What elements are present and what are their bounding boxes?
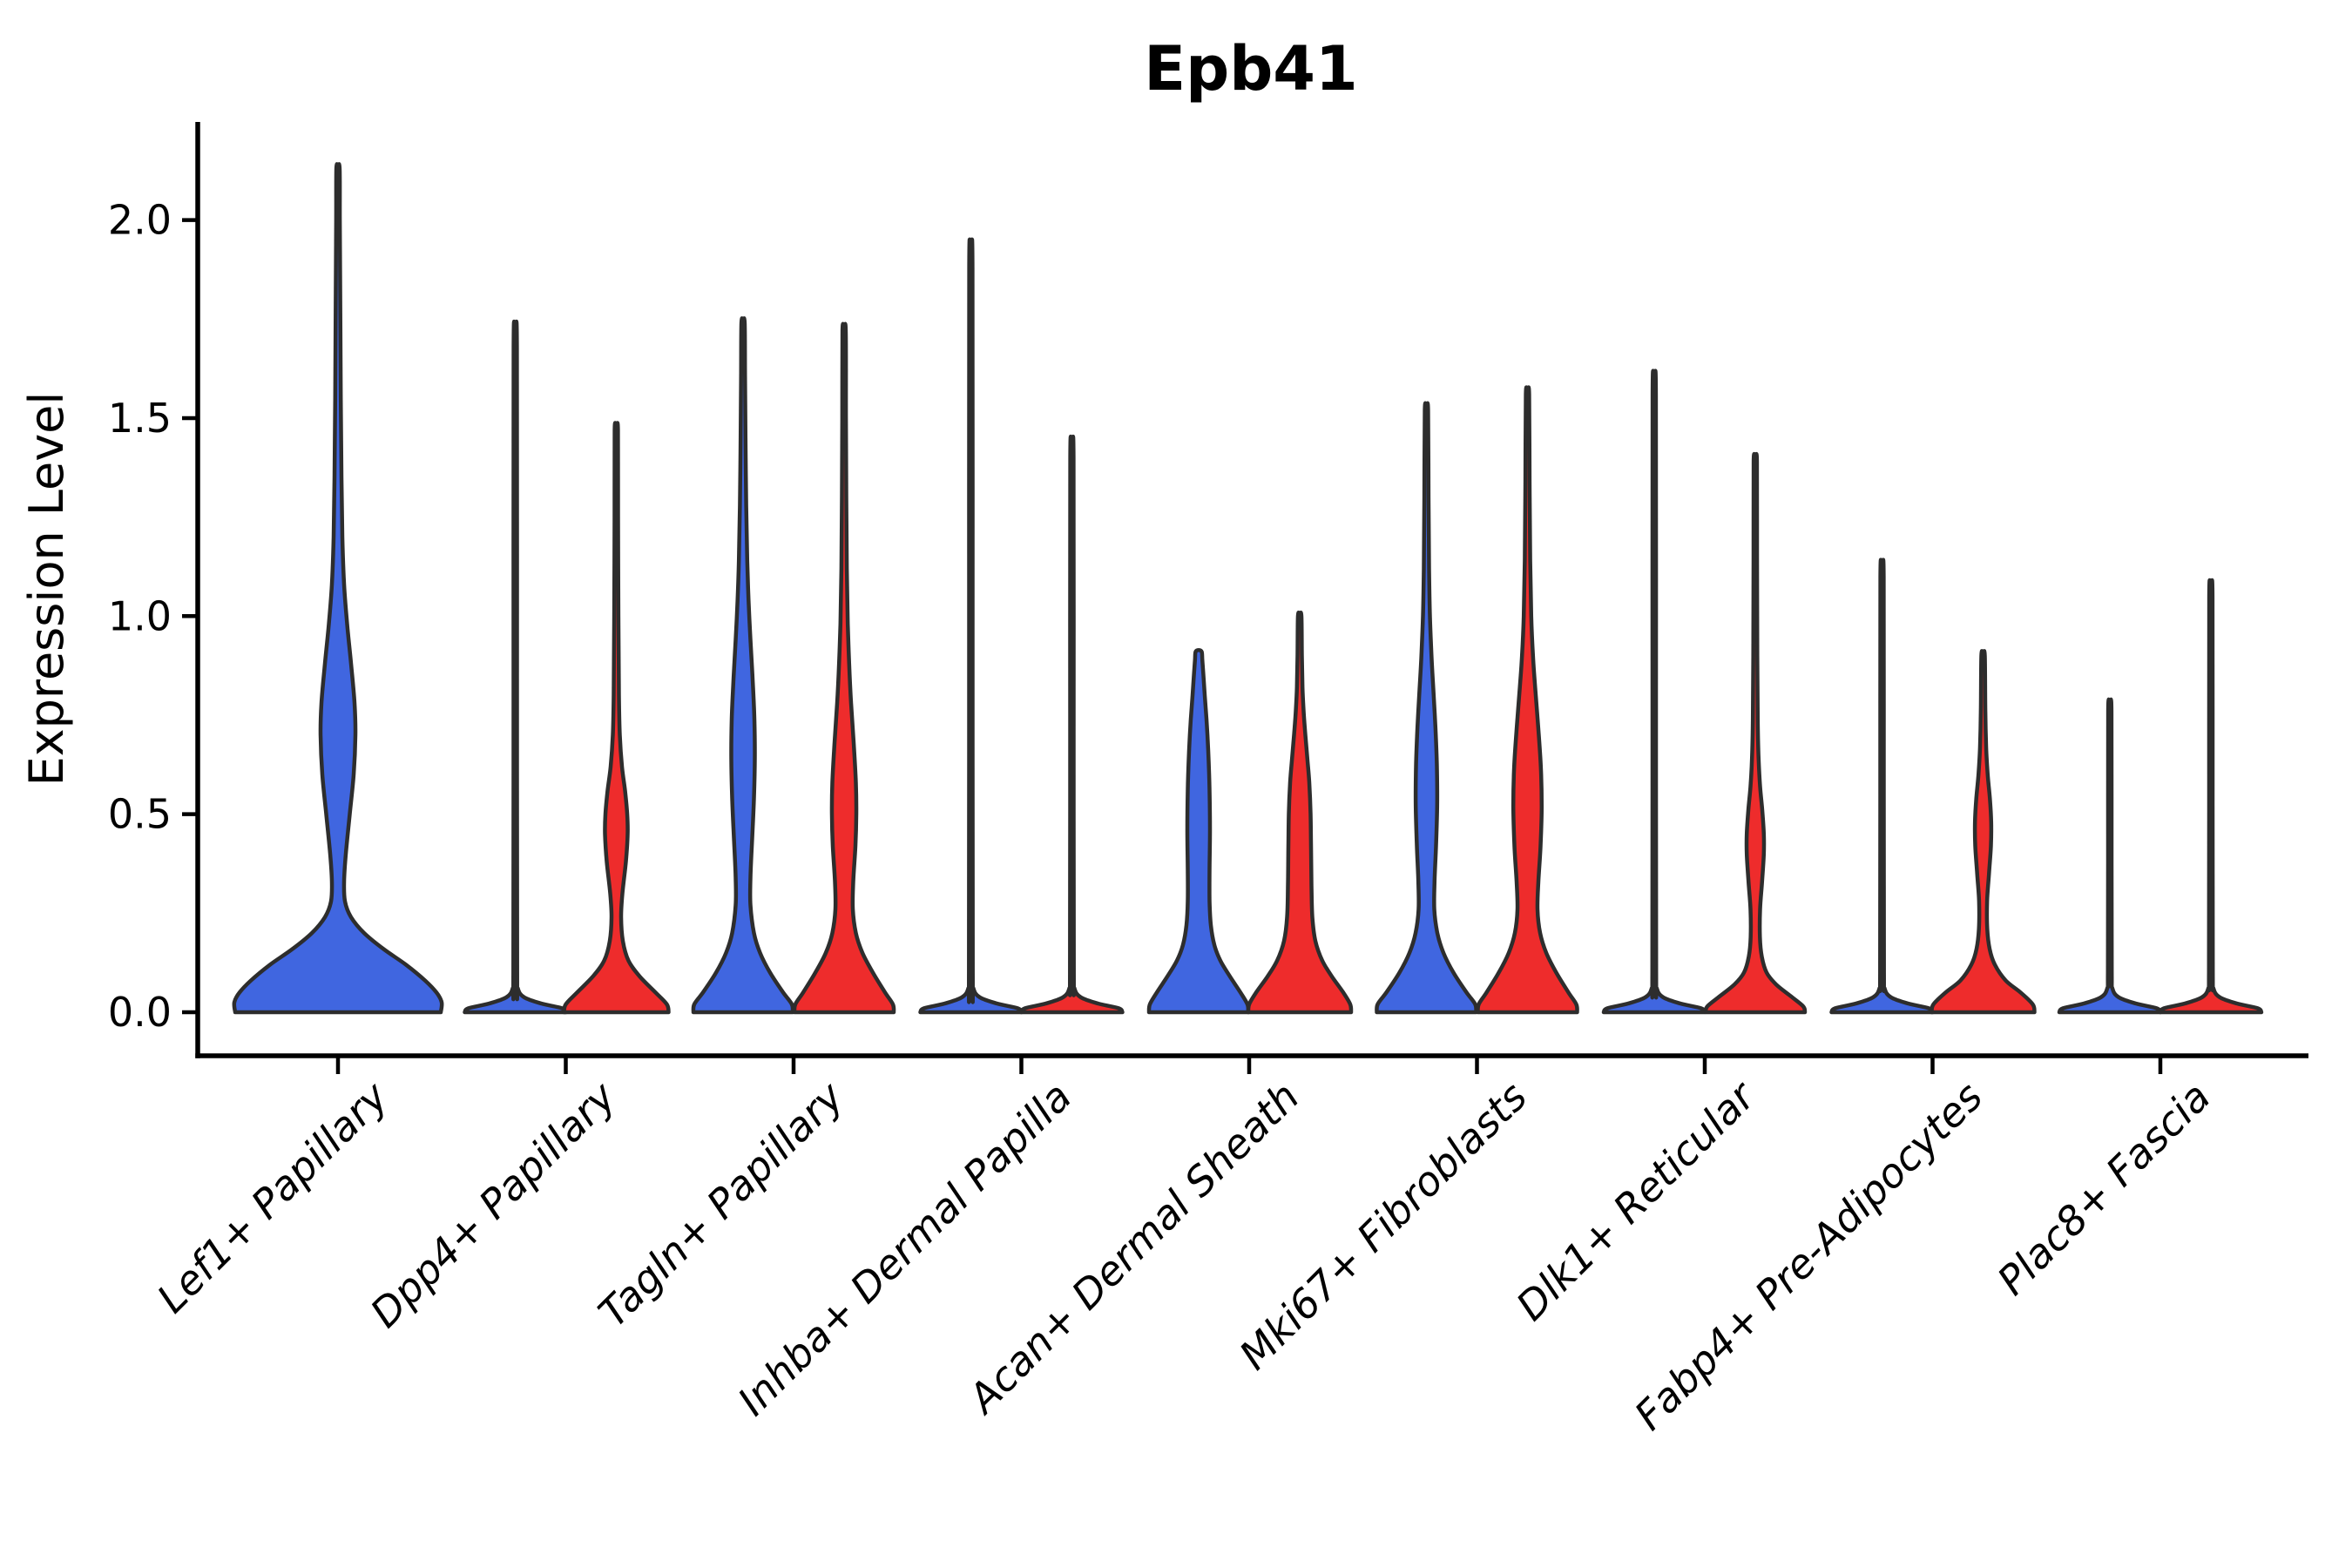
violin-red-fabp4-pre-adipocytes (1930, 649, 2037, 1015)
ticks-layer (182, 218, 2163, 1074)
violin-blue-mki67-fibroblasts (1375, 401, 1478, 1015)
violin-red-dlk1-reticular (1703, 451, 1808, 1015)
chart-title: Epb41 (1144, 33, 1357, 105)
y-tick-label: 0.5 (108, 791, 172, 838)
violin-blue-tagln-papillary (691, 316, 795, 1015)
violin-blue-lef1-papillary (232, 162, 444, 1015)
violin-blue-acan-dermal-sheath (1146, 647, 1251, 1015)
y-tick-label: 1.5 (108, 395, 172, 442)
violin-red-plac8-fascia (2158, 578, 2264, 1015)
violin-red-acan-dermal-sheath (1246, 610, 1354, 1015)
y-tick-label: 1.0 (108, 592, 172, 639)
y-axis-title: Expression Level (19, 392, 74, 787)
violin-blue-inhba-dermal-papilla (918, 237, 1024, 1015)
violin-red-tagln-papillary (792, 321, 896, 1015)
violin-red-mki67-fibroblasts (1476, 385, 1579, 1015)
violin-blue-dpp4-papillary (463, 319, 568, 1015)
violin-blue-fabp4-pre-adipocytes (1829, 558, 1935, 1015)
axes-layer (195, 122, 2308, 1058)
violin-red-inhba-dermal-papilla (1019, 434, 1125, 1015)
violin-blue-dlk1-reticular (1601, 368, 1707, 1015)
y-tick-label: 2.0 (108, 197, 172, 244)
violin-blue-plac8-fascia (2057, 697, 2163, 1015)
violin-red-dpp4-papillary (562, 421, 671, 1015)
y-tick-label: 0.0 (108, 989, 172, 1036)
violins-layer (232, 162, 2264, 1015)
